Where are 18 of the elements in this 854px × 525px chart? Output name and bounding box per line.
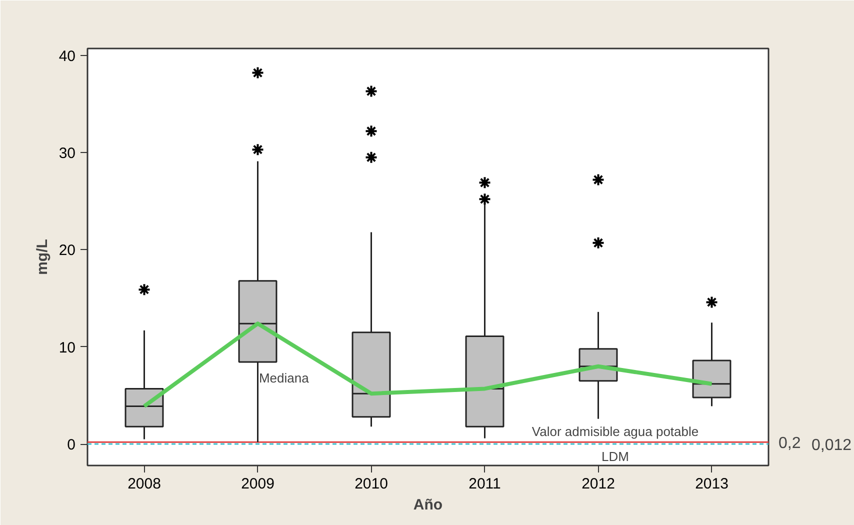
x-tick-label: 2012	[582, 476, 615, 492]
ref-line-label: 0,2	[778, 435, 801, 452]
x-tick-label: 2010	[354, 476, 388, 492]
y-tick-label: 20	[58, 242, 76, 260]
series-label: Mediana	[258, 370, 310, 386]
y-tick-label: 40	[58, 48, 76, 65]
y-tick-label: 10	[58, 339, 76, 356]
y-tick-label: 30	[58, 145, 76, 162]
y-tick-label: 0	[67, 436, 76, 454]
annotation: LDM	[602, 449, 630, 464]
x-tick-label: 2009	[241, 476, 274, 492]
x-axis-title: Año	[413, 496, 443, 514]
y-axis-title: mg/L	[34, 239, 51, 275]
ref-line-label: 0,012	[812, 437, 852, 454]
annotation: Valor admisible agua potable	[532, 424, 699, 440]
x-tick-label: 2011	[468, 476, 501, 492]
x-tick-label: 2008	[128, 476, 161, 492]
x-tick-label: 2013	[695, 476, 728, 492]
